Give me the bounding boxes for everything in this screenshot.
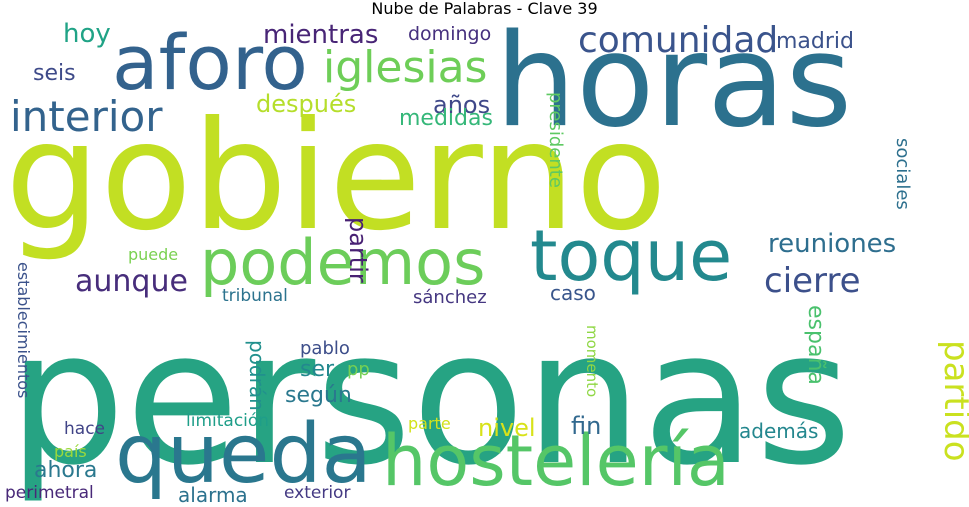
word-partido: partido — [936, 340, 969, 462]
word-madrid: madrid — [776, 29, 854, 54]
word-establecimientos: establecimientos — [14, 262, 33, 398]
word-según: según — [285, 383, 352, 408]
word-interior: interior — [10, 92, 163, 141]
chart-title: Nube de Palabras - Clave 39 — [371, 0, 598, 18]
word-personas: personas — [8, 290, 852, 506]
word-españa: españa — [803, 305, 828, 385]
word-podemos: podemos — [200, 226, 485, 299]
word-país: país — [54, 442, 87, 461]
word-después: después — [256, 90, 356, 118]
word-momento: momento — [583, 325, 601, 397]
word-hace: hace — [64, 419, 105, 439]
word-exterior: exterior — [284, 483, 350, 503]
word-toque: toque — [530, 215, 732, 297]
word-tribunal: tribunal — [222, 286, 288, 306]
word-presidente: presidente — [545, 92, 566, 188]
word-hoy: hoy — [63, 19, 111, 49]
word-parte: parte — [408, 414, 451, 433]
word-pp: pp — [347, 359, 370, 380]
word-sánchez: sánchez — [413, 287, 487, 308]
word-puede: puede — [128, 245, 178, 264]
word-horas: horas — [495, 7, 852, 156]
word-gobierno: gobierno — [5, 90, 667, 264]
word-limitación: limitación — [186, 411, 269, 431]
word-seis: seis — [33, 61, 76, 86]
word-aunque: aunque — [75, 264, 188, 299]
word-podrán: podrán — [245, 340, 269, 411]
word-además: además — [739, 419, 818, 443]
word-comunidad: comunidad — [578, 20, 778, 61]
word-años: años — [433, 91, 490, 119]
word-sociales: sociales — [892, 138, 913, 210]
word-perimetral: perimetral — [5, 483, 94, 503]
word-domingo: domingo — [408, 23, 491, 45]
word-reuniones: reuniones — [768, 229, 896, 259]
word-ahora: ahora — [34, 458, 97, 483]
word-nivel: nivel — [478, 414, 536, 442]
word-alarma: alarma — [178, 483, 248, 507]
word-iglesias: iglesias — [323, 42, 487, 93]
word-pablo: pablo — [300, 338, 350, 359]
word-hostelería: hostelería — [382, 420, 730, 502]
word-medidas: medidas — [399, 106, 493, 131]
word-partir: partir — [344, 217, 372, 283]
word-queda: queda — [115, 407, 372, 502]
word-aforo: aforo — [112, 18, 308, 107]
word-caso: caso — [550, 281, 596, 305]
word-mientras: mientras — [263, 20, 378, 50]
word-fin: fin — [571, 412, 601, 440]
word-máximo: máximo — [955, 40, 969, 283]
word-ser: ser — [300, 357, 335, 382]
word-cierre: cierre — [764, 261, 861, 301]
